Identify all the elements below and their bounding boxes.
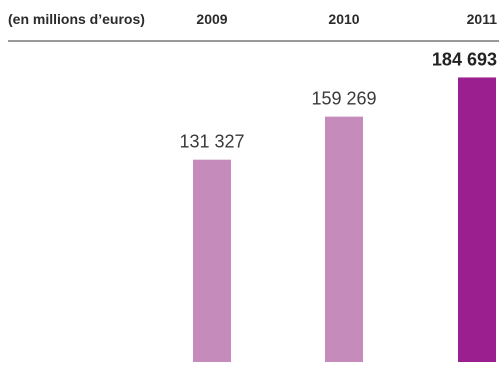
bar-2011 (458, 77, 496, 362)
value-label-2010: 159 269 (311, 89, 376, 109)
year-header-2009: 2009 (196, 11, 227, 27)
bar-2009 (193, 159, 231, 362)
value-label-2009: 131 327 (179, 132, 244, 152)
bar-2010 (325, 116, 363, 362)
year-header-2011: 2011 (467, 11, 498, 27)
value-label-2011: 184 693 (432, 49, 497, 69)
unit-label: (en millions d’euros) (8, 11, 145, 27)
year-header-2010: 2010 (328, 11, 359, 27)
